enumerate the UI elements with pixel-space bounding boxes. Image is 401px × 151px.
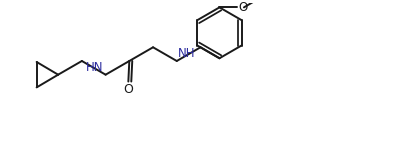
Text: NH: NH xyxy=(178,47,195,60)
Text: O: O xyxy=(238,1,247,14)
Text: HN: HN xyxy=(86,61,103,74)
Text: O: O xyxy=(124,84,133,96)
